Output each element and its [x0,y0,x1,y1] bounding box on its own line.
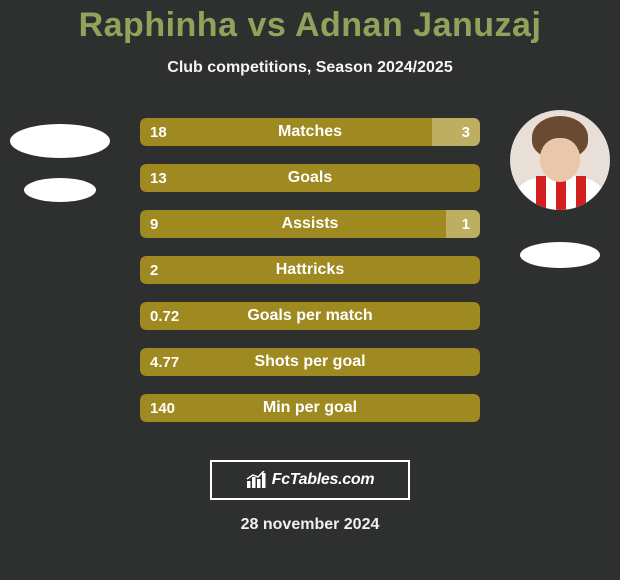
stat-row: 0.72Goals per match [140,302,480,330]
stat-value-left: 0.72 [140,308,189,325]
player1-token-2 [24,178,96,202]
stat-row: 91Assists [140,210,480,238]
stat-row: 2Hattricks [140,256,480,284]
chart-icon [246,471,268,489]
stat-bar-right: 3 [432,118,480,146]
stat-bar-left: 9 [140,210,446,238]
stat-row: 13Goals [140,164,480,192]
stat-bar-left: 4.77 [140,348,480,376]
player1-token-1 [10,124,110,158]
stat-bar-right: 1 [446,210,480,238]
player2-side [500,110,620,268]
player2-avatar [510,110,610,210]
stat-value-left: 13 [140,170,177,187]
stat-value-left: 9 [140,216,168,233]
stat-row: 140Min per goal [140,394,480,422]
source-logo: FcTables.com [210,460,410,500]
subtitle: Club competitions, Season 2024/2025 [0,59,620,77]
title-vs: vs [247,6,286,44]
stat-value-left: 4.77 [140,354,189,371]
player2-name: Adnan Januzaj [295,6,541,44]
stat-row: 4.77Shots per goal [140,348,480,376]
comparison-title: Raphinha vs Adnan Januzaj [0,0,620,45]
stat-value-left: 18 [140,124,177,141]
stat-value-left: 140 [140,400,185,417]
stats-container: 183Matches13Goals91Assists2Hattricks0.72… [140,118,480,422]
stat-bar-left: 2 [140,256,480,284]
source-logo-text: FcTables.com [272,471,375,489]
stat-bar-left: 140 [140,394,480,422]
date-text: 28 november 2024 [0,516,620,534]
stat-value-left: 2 [140,262,168,279]
player1-side [0,110,120,202]
stat-bar-left: 13 [140,164,480,192]
stat-value-right: 1 [452,216,480,233]
player1-name: Raphinha [79,6,238,44]
stat-bar-left: 0.72 [140,302,480,330]
stat-row: 183Matches [140,118,480,146]
player2-token [520,242,600,268]
stat-value-right: 3 [452,124,480,141]
stat-bar-left: 18 [140,118,432,146]
